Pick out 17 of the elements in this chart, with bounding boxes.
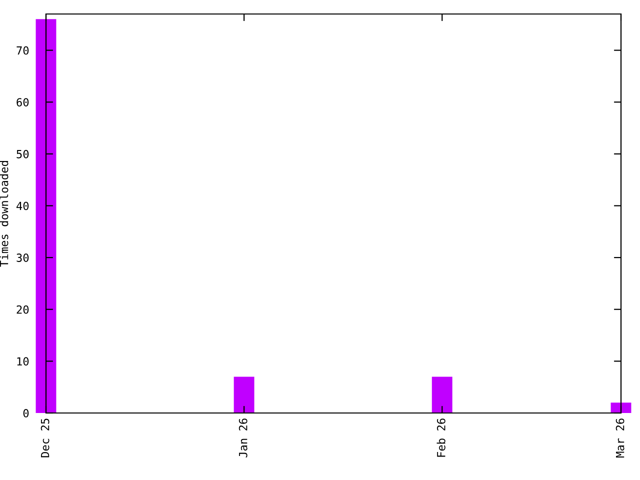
bar <box>610 402 632 413</box>
y-tick-label: 10 <box>17 357 29 366</box>
y-axis-title: Times downloaded <box>0 161 8 267</box>
y-tick-label: 20 <box>16 305 29 314</box>
y-tick-label: 70 <box>16 46 29 55</box>
bar <box>234 376 254 413</box>
bar <box>432 376 452 413</box>
y-tick-label: 30 <box>16 254 29 262</box>
y-tick-label: 0 <box>23 409 29 418</box>
bar <box>36 19 56 413</box>
x-tick-label: Mar 26 <box>616 418 624 458</box>
x-tick-label: Dec 25 <box>40 418 50 458</box>
x-tick-label: Feb 26 <box>436 418 446 457</box>
y-tick-label: 40 <box>16 202 29 210</box>
x-tick-label: Jan 26 <box>238 418 248 458</box>
y-tick-label: 60 <box>16 98 29 106</box>
y-tick-label: 50 <box>16 150 29 158</box>
